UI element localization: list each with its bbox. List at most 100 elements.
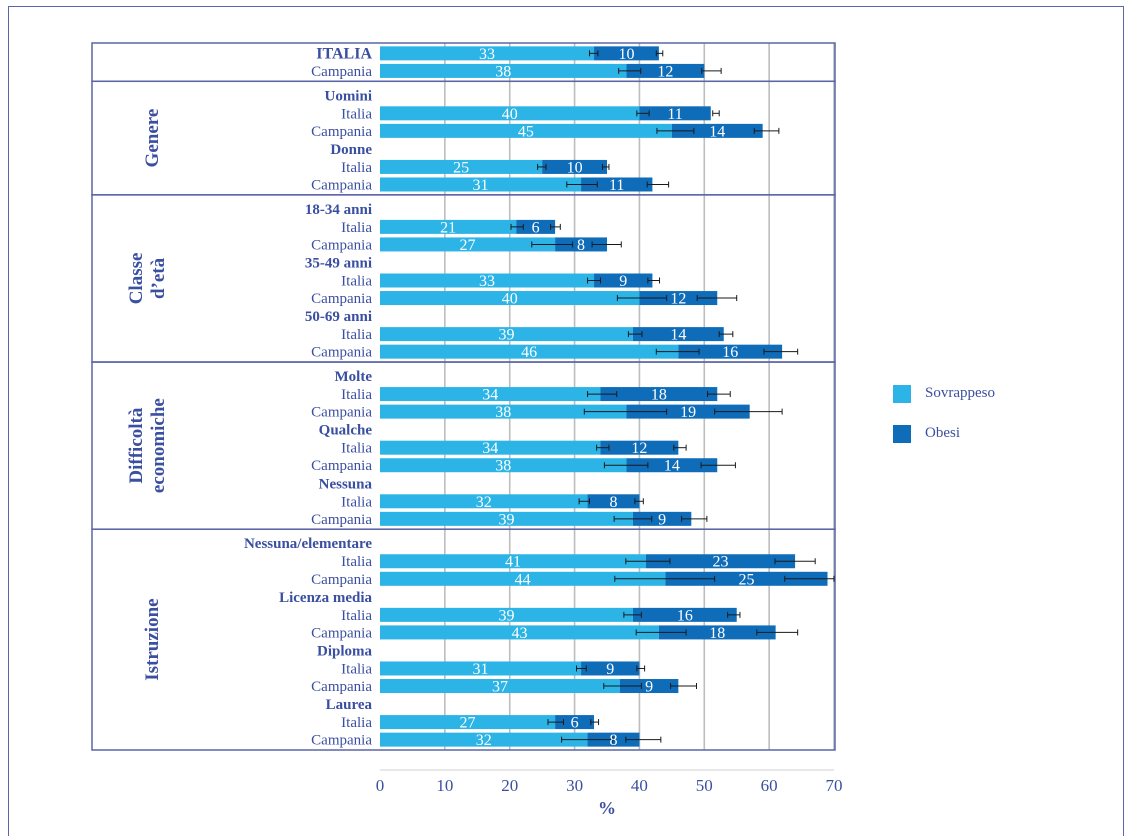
data-label-obesi: 14 <box>670 327 686 344</box>
bar-sovrappeso <box>380 123 672 138</box>
data-label-sovrappeso: 32 <box>476 732 492 749</box>
data-label-sovrappeso: 38 <box>495 458 511 475</box>
bar-obesi <box>516 219 556 234</box>
data-label-sovrappeso: 31 <box>473 661 489 678</box>
data-label-sovrappeso: 33 <box>479 273 495 290</box>
bar-sovrappeso <box>380 106 640 121</box>
section-title: economiche <box>148 398 169 493</box>
bar-obesi <box>678 344 783 359</box>
bar-obesi <box>555 715 595 730</box>
bar-obesi <box>639 106 711 121</box>
row-label: Italia <box>341 160 372 176</box>
section-title: Difficoltà <box>126 407 147 483</box>
x-tick-label: 50 <box>696 776 713 795</box>
data-label-sovrappeso: 39 <box>498 607 514 624</box>
data-label-obesi: 14 <box>664 458 680 475</box>
bar-sovrappeso <box>380 387 601 402</box>
row-label: Italia <box>341 220 372 236</box>
data-label-sovrappeso: 31 <box>473 177 489 194</box>
group-label: Nessuna <box>319 476 373 492</box>
data-label-sovrappeso: 43 <box>511 625 527 642</box>
data-label-sovrappeso: 39 <box>498 327 514 344</box>
data-label-obesi: 18 <box>709 625 725 642</box>
data-label-obesi: 12 <box>670 291 686 308</box>
bar-obesi <box>581 177 653 192</box>
bar-obesi <box>645 554 796 569</box>
data-label-sovrappeso: 45 <box>518 123 534 140</box>
data-label-obesi: 23 <box>713 554 729 571</box>
bar-sovrappeso <box>380 511 633 526</box>
group-label: Uomini <box>324 88 372 104</box>
section-title: Istruzione <box>142 598 163 680</box>
bar-obesi <box>594 273 653 288</box>
data-label-sovrappeso: 40 <box>502 291 518 308</box>
row-label: Campania <box>311 345 372 361</box>
row-label: Italia <box>341 661 372 677</box>
data-label-obesi: 19 <box>680 404 696 421</box>
data-label-obesi: 8 <box>609 494 617 511</box>
data-label-obesi: 12 <box>631 440 647 457</box>
data-label-sovrappeso: 34 <box>482 440 498 457</box>
data-label-sovrappeso: 39 <box>498 511 514 528</box>
bar-obesi <box>626 404 750 419</box>
bar-sovrappeso <box>380 458 627 473</box>
x-tick-label: 70 <box>826 776 843 795</box>
bar-sovrappeso <box>380 159 543 174</box>
section-title: Genere <box>142 109 163 168</box>
row-label: Campania <box>311 572 372 588</box>
data-label-sovrappeso: 38 <box>495 63 511 80</box>
data-label-obesi: 6 <box>532 219 540 236</box>
data-label-obesi: 11 <box>609 177 624 194</box>
bar-obesi <box>587 732 640 747</box>
bar-sovrappeso <box>380 607 633 622</box>
bar-sovrappeso <box>380 679 620 694</box>
bar-sovrappeso <box>380 46 595 61</box>
row-label: Campania <box>311 64 372 80</box>
bar-sovrappeso <box>380 732 588 747</box>
data-label-obesi: 6 <box>571 715 579 732</box>
data-label-sovrappeso: 27 <box>460 237 476 254</box>
bar-obesi <box>632 327 724 342</box>
x-tick-label: 60 <box>761 776 778 795</box>
bar-sovrappeso <box>380 715 556 730</box>
data-label-sovrappeso: 34 <box>482 387 498 404</box>
data-label-obesi: 25 <box>738 571 754 588</box>
data-label-sovrappeso: 21 <box>440 219 456 236</box>
row-label: Italia <box>341 273 372 289</box>
bar-sovrappeso <box>380 291 640 306</box>
row-label: ITALIA <box>316 45 372 62</box>
bar-obesi <box>581 661 640 676</box>
data-label-sovrappeso: 40 <box>502 106 518 123</box>
bar-obesi <box>542 159 607 174</box>
group-label: 18-34 anni <box>305 202 372 218</box>
data-label-sovrappeso: 44 <box>515 571 531 588</box>
data-label-obesi: 9 <box>658 511 666 528</box>
legend-swatch-sovrappeso <box>893 385 911 403</box>
bar-sovrappeso <box>380 440 601 455</box>
data-label-sovrappeso: 37 <box>492 679 508 696</box>
data-label-obesi: 9 <box>645 679 653 696</box>
data-label-obesi: 11 <box>667 106 682 123</box>
bar-sovrappeso <box>380 494 588 509</box>
row-label: Italia <box>341 441 372 457</box>
bar-obesi <box>626 458 718 473</box>
bar-obesi <box>600 387 718 402</box>
row-label: Italia <box>341 106 372 122</box>
data-label-obesi: 8 <box>577 237 585 254</box>
bar-obesi <box>619 679 679 694</box>
bar-sovrappeso <box>380 661 582 676</box>
data-label-obesi: 8 <box>609 732 617 749</box>
row-label: Campania <box>311 679 372 695</box>
group-label: Molte <box>335 369 373 385</box>
row-label: Campania <box>311 733 372 749</box>
section-box <box>91 528 836 751</box>
bar-sovrappeso <box>380 327 633 342</box>
row-label: Campania <box>311 405 372 421</box>
bar-obesi <box>639 291 718 306</box>
row-label: Italia <box>341 608 372 624</box>
row-label: Campania <box>311 512 372 528</box>
x-tick-label: 0 <box>376 776 385 795</box>
bar-sovrappeso <box>380 219 517 234</box>
bar-obesi <box>632 607 737 622</box>
